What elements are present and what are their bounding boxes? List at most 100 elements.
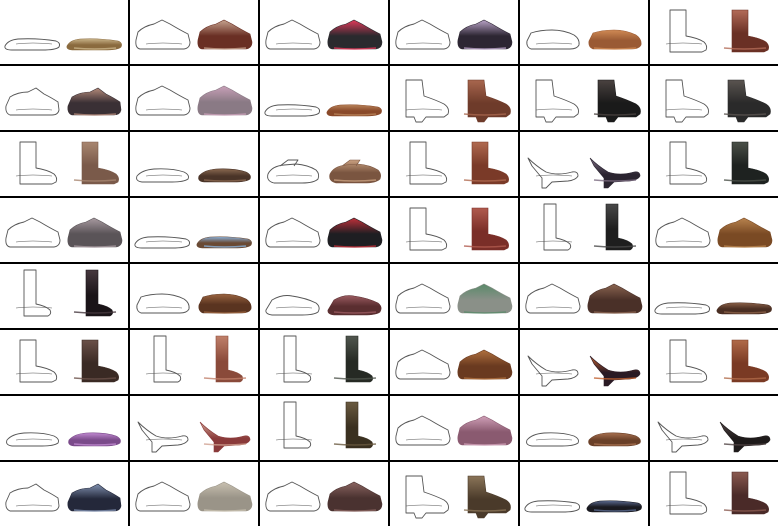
grid-cell xyxy=(520,132,648,196)
grid-cell xyxy=(390,0,518,64)
shoe-sketch xyxy=(535,79,579,123)
shoe-photo xyxy=(586,500,642,513)
shoe-photo xyxy=(723,141,769,185)
shoe-photo xyxy=(203,335,247,383)
shoe-photo xyxy=(589,355,641,387)
shoe-photo xyxy=(457,283,513,314)
shoe-sketch xyxy=(665,141,708,185)
shoe-photo xyxy=(457,19,513,50)
shoe-photo xyxy=(463,207,509,251)
grid-cell xyxy=(520,462,648,526)
shoe-sketch xyxy=(526,29,580,50)
grid-cell xyxy=(260,462,388,526)
grid-cell xyxy=(520,330,648,394)
shoe-sketch xyxy=(526,432,579,447)
shoe-photo xyxy=(587,283,643,314)
shoe-sketch xyxy=(657,421,709,453)
grid-cell xyxy=(390,330,518,394)
shoe-sketch xyxy=(265,217,321,248)
shoe-photo xyxy=(593,203,637,251)
shoe-sketch xyxy=(655,217,711,248)
shoe-photo xyxy=(327,295,382,316)
shoe-photo xyxy=(333,401,377,449)
shoe-sketch xyxy=(136,293,190,314)
shoe-sketch xyxy=(265,19,321,50)
grid-cell xyxy=(520,396,648,460)
shoe-photo xyxy=(197,85,253,116)
shoe-sketch xyxy=(5,87,60,116)
shoe-photo xyxy=(327,19,383,50)
shoe-sketch xyxy=(135,481,191,512)
grid-cell xyxy=(130,66,258,130)
grid-cell xyxy=(260,0,388,64)
shoe-photo xyxy=(716,302,772,315)
shoe-photo xyxy=(197,481,253,512)
shoe-sketch xyxy=(395,349,451,380)
grid-cell xyxy=(130,330,258,394)
shoe-photo xyxy=(66,38,122,51)
shoe-sketch xyxy=(405,207,448,251)
shoe-sketch xyxy=(665,79,709,123)
shoe-photo xyxy=(457,349,513,380)
shoe-sketch xyxy=(405,475,449,519)
shoe-photo xyxy=(67,483,122,512)
shoe-photo xyxy=(723,9,769,53)
shoe-sketch xyxy=(267,159,320,184)
grid-cell xyxy=(0,330,128,394)
shoe-photo xyxy=(723,79,771,123)
grid-cell xyxy=(130,0,258,64)
grid-cell xyxy=(260,132,388,196)
shoe-sketch xyxy=(135,19,191,50)
grid-cell xyxy=(650,330,778,394)
shoe-sketch xyxy=(5,217,61,248)
grid-cell xyxy=(650,462,778,526)
shoe-sketch xyxy=(145,335,183,383)
grid-cell xyxy=(0,396,128,460)
grid-cell xyxy=(260,396,388,460)
shoe-photo xyxy=(73,141,119,185)
shoe-sketch xyxy=(15,339,58,383)
grid-cell xyxy=(650,132,778,196)
grid-cell xyxy=(520,198,648,262)
shoe-photo xyxy=(327,217,383,248)
shoe-photo xyxy=(588,29,642,50)
shoe-photo xyxy=(463,475,511,519)
shoe-photo xyxy=(329,159,381,184)
shoe-sketch xyxy=(265,481,321,512)
shoe-photo xyxy=(588,432,641,447)
grid-cell xyxy=(520,0,648,64)
shoe-sketch xyxy=(405,79,449,123)
shoe-photo xyxy=(199,421,251,453)
grid-cell xyxy=(650,198,778,262)
shoe-sketch xyxy=(15,141,58,185)
grid-cell xyxy=(260,264,388,328)
shoe-photo xyxy=(333,335,377,383)
shoe-photo xyxy=(67,87,122,116)
shoe-photo xyxy=(719,421,771,453)
grid-cell xyxy=(520,66,648,130)
shoe-photo xyxy=(68,432,121,447)
shoe-sketch xyxy=(264,104,321,117)
shoe-sketch xyxy=(395,283,451,314)
shoe-sketch xyxy=(395,415,451,446)
grid-cell xyxy=(390,198,518,262)
grid-cell xyxy=(390,264,518,328)
grid-cell xyxy=(130,264,258,328)
grid-cell xyxy=(390,462,518,526)
grid-cell xyxy=(260,198,388,262)
grid-cell xyxy=(0,0,128,64)
grid-cell xyxy=(130,462,258,526)
grid-cell xyxy=(650,0,778,64)
shoe-photo xyxy=(67,217,123,248)
grid-cell xyxy=(0,132,128,196)
grid-cell xyxy=(260,330,388,394)
grid-cell xyxy=(650,264,778,328)
shoe-photo xyxy=(198,293,252,314)
grid-cell xyxy=(390,66,518,130)
shoe-sketch xyxy=(136,168,189,183)
shoe-sketch xyxy=(135,85,191,116)
grid-cell xyxy=(130,396,258,460)
shoe-sketch xyxy=(275,401,313,449)
grid-cell xyxy=(130,198,258,262)
